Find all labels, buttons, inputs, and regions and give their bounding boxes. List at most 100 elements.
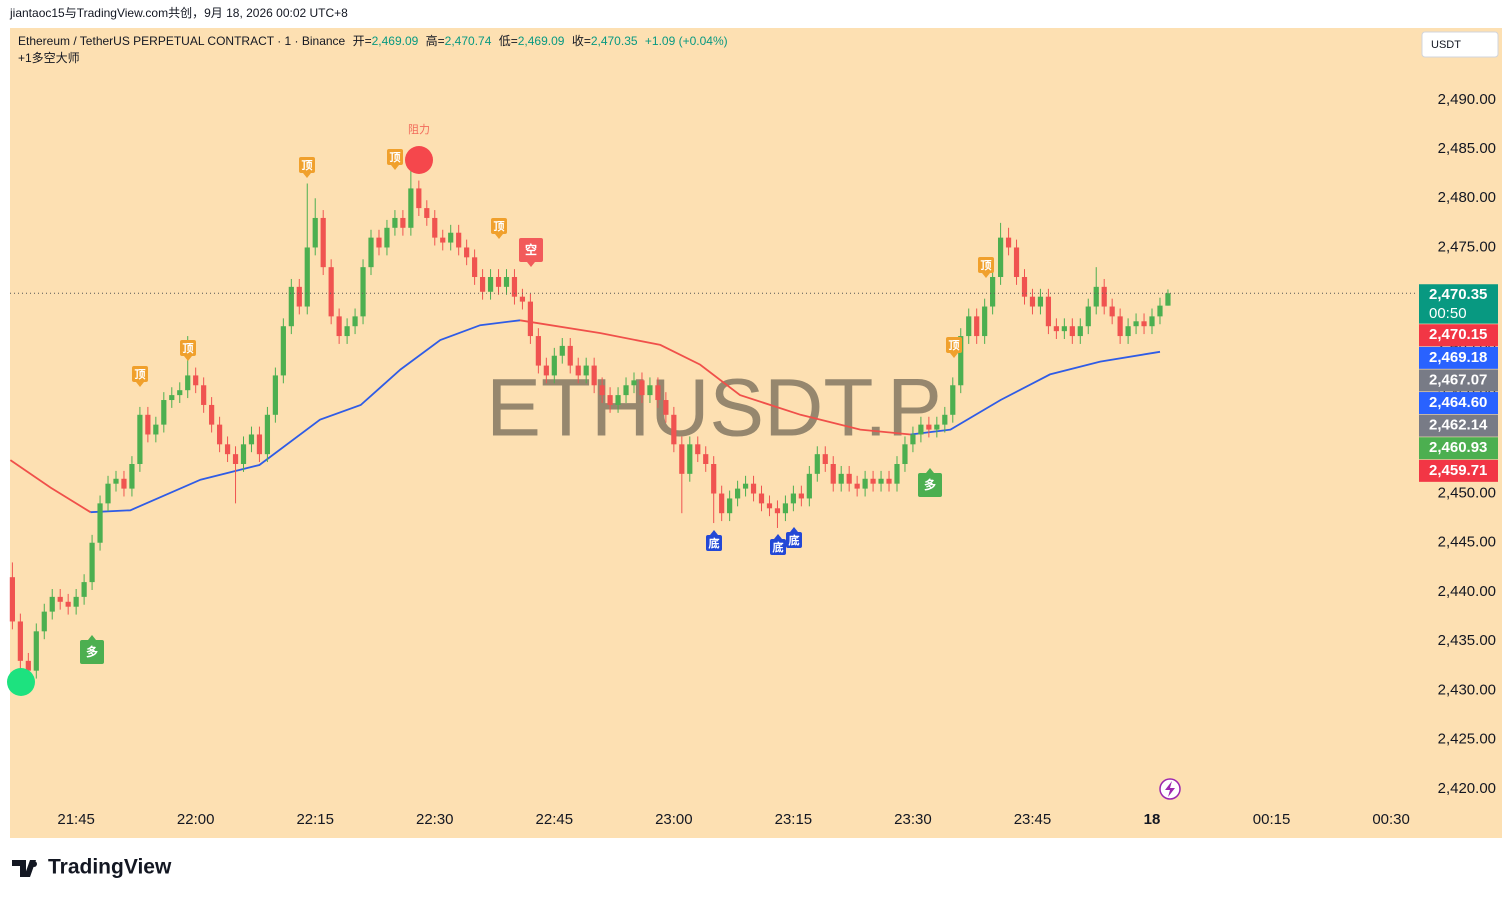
- candle-body: [368, 237, 374, 268]
- candle-body: [145, 414, 151, 435]
- candle-body: [105, 483, 111, 504]
- candle-body: [424, 208, 430, 218]
- price-tag-countdown: 00:50: [1429, 305, 1467, 322]
- watermark: ETHUSDT.P: [486, 363, 942, 454]
- candle-body: [1013, 247, 1020, 278]
- signal-badge: [387, 149, 403, 165]
- candle-body: [224, 444, 231, 455]
- price-tag-label: 2,470.35: [1429, 286, 1487, 303]
- candle-body: [687, 444, 693, 474]
- candle-body: [392, 217, 398, 228]
- candle-body: [65, 601, 71, 607]
- y-tick-label: 2,450.00: [1438, 484, 1496, 501]
- candle-body: [798, 493, 804, 499]
- candle-body: [17, 621, 23, 661]
- signal-badge: [491, 218, 507, 234]
- signal-pointer: [391, 165, 399, 170]
- candle-body: [25, 660, 31, 671]
- candle-body: [934, 424, 940, 430]
- signal-pointer: [982, 273, 990, 278]
- candle-body: [193, 375, 199, 386]
- candle-body: [910, 434, 916, 445]
- candle-body: [782, 503, 789, 514]
- candle-body: [304, 247, 310, 307]
- candle-body: [902, 444, 908, 465]
- moving-average: [519, 319, 911, 436]
- indicator: +1多空大师: [18, 51, 80, 65]
- candle-body: [519, 296, 526, 302]
- signal-label: 多: [924, 477, 936, 492]
- candle-body: [1085, 306, 1091, 327]
- candle-body: [169, 395, 175, 401]
- x-tick-label: 22:15: [296, 811, 334, 828]
- candle-body: [727, 498, 733, 514]
- candle-body: [846, 473, 852, 484]
- price-tag-label: 2,470.15: [1429, 326, 1487, 343]
- y-tick-label: 2,420.00: [1438, 780, 1496, 797]
- signal-pointer: [774, 534, 782, 539]
- plot-background: [10, 28, 1502, 838]
- candle-body: [647, 385, 653, 396]
- candle-body: [129, 464, 135, 489]
- candle-body: [1133, 321, 1139, 327]
- candle-body: [216, 424, 223, 445]
- x-tick-label: 00:30: [1372, 811, 1410, 828]
- candle-body: [97, 503, 103, 543]
- candle-body: [137, 414, 143, 465]
- candle-body: [966, 316, 972, 337]
- signal-label: 顶: [949, 339, 960, 352]
- currency-box[interactable]: [1421, 31, 1499, 58]
- candle-body: [615, 395, 621, 405]
- ohlc-label: 开=: [353, 34, 372, 48]
- change: +1.09 (+0.04%): [645, 34, 728, 48]
- candle-body: [822, 454, 828, 465]
- candle-body: [209, 404, 215, 425]
- candle-body: [288, 286, 294, 327]
- candle-body: [774, 508, 781, 514]
- ohlc-label: 高=: [426, 33, 445, 48]
- candle-body: [89, 542, 95, 583]
- price-tag: [1419, 459, 1498, 482]
- x-tick-label: 23:30: [894, 811, 932, 828]
- signal-badge: [946, 337, 962, 353]
- currency[interactable]: USDT: [1431, 39, 1461, 51]
- candle-body: [487, 277, 494, 292]
- candle-body: [503, 277, 510, 287]
- candle-body: [177, 390, 183, 396]
- candle-body: [607, 395, 613, 405]
- candle-body: [639, 380, 645, 396]
- signal-badge: [299, 157, 315, 173]
- signal-pointer: [88, 635, 96, 640]
- candle-body: [886, 478, 892, 484]
- candle-body: [232, 454, 239, 465]
- candle-body: [1157, 305, 1163, 317]
- x-tick-label: 00:15: [1253, 811, 1291, 828]
- candle-body: [623, 385, 629, 396]
- candle-body: [1101, 286, 1107, 307]
- candle-body: [711, 464, 717, 494]
- candle-body: [376, 237, 382, 248]
- candle-body: [511, 277, 518, 297]
- y-tick-label: 2,435.00: [1438, 632, 1496, 649]
- candle-body: [1165, 293, 1171, 306]
- candle-body: [766, 503, 773, 509]
- signal-pointer: [950, 353, 958, 358]
- candle-body: [926, 424, 932, 430]
- candle-body: [814, 454, 820, 474]
- ohlc-value: 2,470.35: [591, 34, 638, 48]
- candle-body: [1069, 326, 1075, 337]
- candle-body: [1061, 326, 1067, 332]
- candle-body: [982, 306, 988, 337]
- candle-body: [1109, 306, 1115, 317]
- candle-body: [830, 464, 836, 484]
- signal-label: 顶: [302, 159, 313, 172]
- price-tag: [1419, 392, 1498, 415]
- candle-body: [559, 345, 565, 356]
- candle-body: [655, 385, 661, 401]
- candle-body: [312, 217, 318, 248]
- x-tick-label: 23:45: [1014, 811, 1052, 828]
- candle-body: [758, 493, 765, 504]
- ohlc-label: 低=: [499, 34, 518, 48]
- signal-badge: [132, 366, 148, 382]
